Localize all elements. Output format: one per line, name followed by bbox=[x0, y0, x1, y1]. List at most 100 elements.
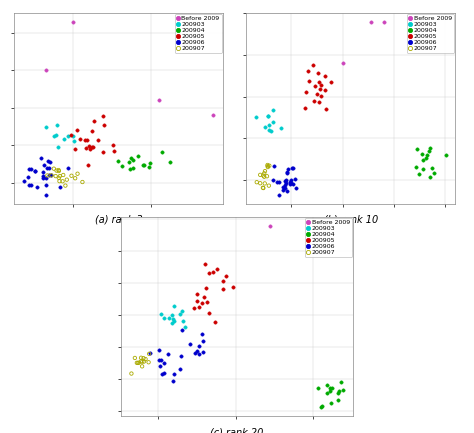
Point bbox=[419, 165, 427, 172]
Point bbox=[200, 294, 208, 301]
Point bbox=[79, 178, 86, 185]
Point bbox=[266, 222, 274, 229]
Point bbox=[37, 155, 45, 162]
Point bbox=[290, 180, 297, 187]
Point bbox=[139, 162, 146, 168]
Point bbox=[260, 173, 268, 180]
Point bbox=[328, 385, 336, 391]
Point bbox=[260, 184, 267, 191]
Point bbox=[275, 179, 283, 186]
Point bbox=[156, 362, 164, 369]
Point bbox=[252, 114, 260, 121]
Point bbox=[43, 165, 51, 171]
Point bbox=[287, 181, 294, 187]
Point bbox=[321, 87, 328, 94]
Point bbox=[59, 171, 67, 178]
Point bbox=[90, 143, 97, 150]
Point bbox=[283, 169, 291, 176]
Point bbox=[264, 113, 272, 120]
Point bbox=[367, 18, 374, 25]
Point bbox=[39, 169, 46, 176]
Point bbox=[59, 178, 66, 185]
Point bbox=[88, 127, 96, 134]
Point bbox=[202, 284, 210, 291]
Point bbox=[169, 319, 176, 326]
Point bbox=[70, 137, 78, 144]
Point bbox=[170, 303, 177, 310]
Point bbox=[161, 369, 168, 376]
Point bbox=[334, 397, 342, 404]
Point bbox=[264, 162, 271, 168]
Point bbox=[74, 170, 82, 177]
Point bbox=[73, 126, 81, 133]
Point bbox=[191, 350, 199, 357]
Point bbox=[146, 350, 153, 357]
Point bbox=[110, 148, 118, 155]
Point bbox=[56, 183, 64, 190]
Point bbox=[128, 370, 135, 377]
Point bbox=[129, 165, 137, 171]
Point bbox=[159, 148, 166, 155]
Point bbox=[195, 304, 203, 310]
Point bbox=[179, 318, 186, 325]
Point bbox=[94, 137, 101, 144]
Point bbox=[40, 162, 48, 169]
Point bbox=[165, 314, 173, 321]
Point bbox=[286, 179, 294, 186]
Point bbox=[301, 105, 309, 112]
Point bbox=[55, 168, 63, 174]
Point bbox=[169, 378, 177, 385]
Point bbox=[210, 112, 217, 119]
Point bbox=[20, 177, 27, 184]
Point bbox=[281, 178, 289, 184]
Point bbox=[416, 171, 423, 178]
Point bbox=[213, 266, 220, 273]
Point bbox=[133, 359, 141, 366]
Point bbox=[71, 146, 79, 153]
Point bbox=[181, 323, 188, 330]
Point bbox=[327, 78, 335, 85]
Point bbox=[277, 125, 284, 132]
Point bbox=[39, 174, 46, 181]
Point bbox=[199, 330, 206, 337]
Point bbox=[68, 172, 75, 179]
Point bbox=[412, 163, 420, 170]
Point bbox=[305, 77, 313, 84]
Point bbox=[157, 310, 164, 317]
Point bbox=[339, 60, 346, 67]
Point bbox=[203, 299, 211, 306]
Text: (b) rank 10: (b) rank 10 bbox=[324, 215, 378, 225]
Point bbox=[42, 191, 50, 198]
Point bbox=[178, 326, 186, 333]
Point bbox=[166, 159, 174, 166]
Point bbox=[54, 122, 61, 129]
Point bbox=[53, 132, 60, 139]
Point bbox=[140, 358, 148, 365]
Point bbox=[287, 176, 295, 183]
Point bbox=[270, 176, 277, 183]
Point bbox=[25, 181, 33, 188]
Point bbox=[46, 171, 53, 178]
Point bbox=[263, 173, 271, 180]
Point bbox=[158, 370, 165, 377]
Point bbox=[199, 300, 206, 307]
Point bbox=[115, 157, 122, 164]
Point bbox=[168, 311, 176, 318]
Point bbox=[127, 155, 135, 162]
Point bbox=[317, 85, 324, 92]
Point bbox=[155, 347, 163, 354]
Point bbox=[99, 112, 107, 119]
Point bbox=[309, 61, 316, 68]
Point bbox=[261, 168, 269, 174]
Legend: Before 2009, 200903, 200904, 200905, 200906, 200907: Before 2009, 200903, 200904, 200905, 200… bbox=[407, 14, 454, 53]
Point bbox=[205, 309, 213, 316]
Point bbox=[178, 308, 186, 315]
Point bbox=[145, 359, 152, 366]
Point bbox=[305, 67, 312, 74]
Point bbox=[146, 350, 154, 357]
Point bbox=[196, 350, 203, 357]
Point bbox=[419, 157, 427, 164]
Point bbox=[311, 82, 319, 89]
Point bbox=[52, 173, 59, 180]
Point bbox=[427, 174, 434, 181]
